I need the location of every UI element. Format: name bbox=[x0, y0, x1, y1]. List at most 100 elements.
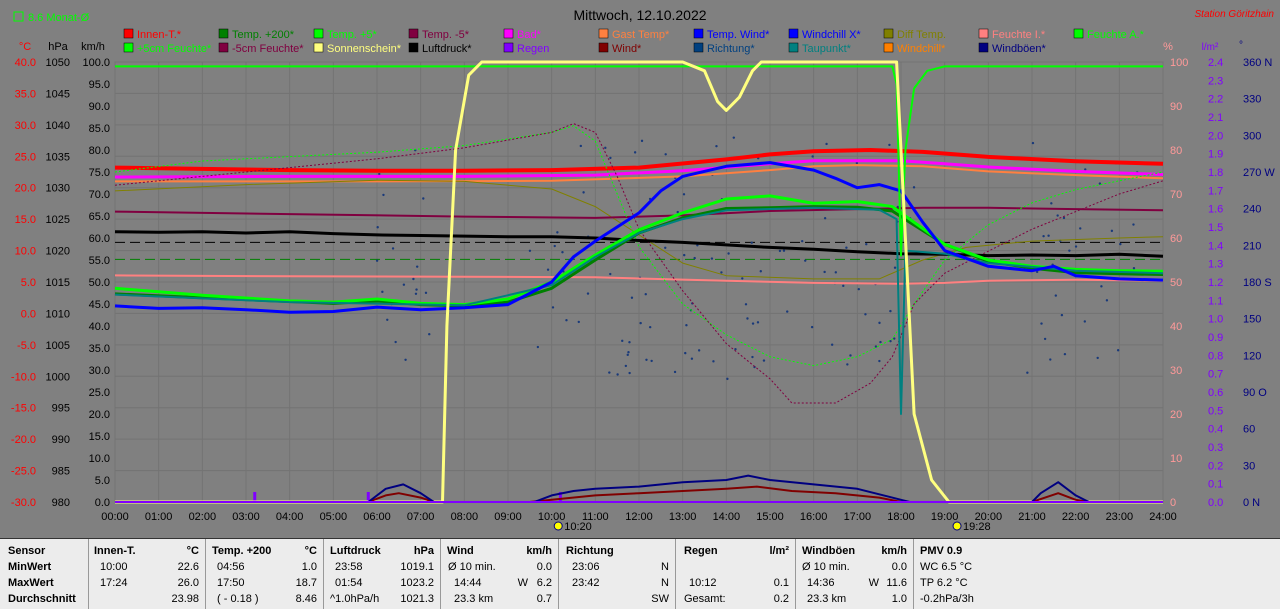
tick-kmh: 40.0 bbox=[89, 321, 110, 333]
direction-point bbox=[1068, 249, 1071, 252]
tick-rain: 2.1 bbox=[1208, 112, 1223, 124]
stats-innen-avg-val: 23.98 bbox=[171, 593, 199, 605]
direction-point bbox=[582, 191, 585, 194]
direction-point bbox=[1079, 227, 1082, 230]
tick-rain: 0.0 bbox=[1208, 497, 1223, 509]
stats-wind-avg-val: 0.7 bbox=[536, 593, 552, 605]
series-line bbox=[115, 65, 1163, 257]
direction-point bbox=[639, 321, 642, 325]
stats-row-avg: Durchschnitt bbox=[8, 593, 76, 605]
legend-swatch bbox=[313, 28, 324, 39]
direction-point bbox=[1132, 267, 1136, 270]
direction-point bbox=[878, 321, 881, 325]
tick-celsius: 25.0 bbox=[15, 151, 36, 163]
direction-point bbox=[546, 268, 550, 271]
direction-point bbox=[1042, 234, 1045, 238]
direction-point bbox=[683, 253, 686, 257]
direction-point bbox=[621, 339, 624, 343]
tick-rain: 1.6 bbox=[1208, 204, 1223, 216]
tick-kmh: 0.0 bbox=[95, 497, 110, 509]
chart-title: Mittwoch, 12.10.2022 bbox=[573, 7, 706, 23]
stats-row-max: MaxWert bbox=[8, 577, 54, 589]
tick-kmh: 70.0 bbox=[89, 189, 110, 201]
tick-x: 07:00 bbox=[407, 511, 435, 523]
stats-wind-max-dir: W bbox=[517, 577, 528, 589]
sunset-icon bbox=[952, 521, 962, 531]
direction-point bbox=[834, 271, 837, 274]
tick-x: 06:00 bbox=[363, 511, 391, 523]
tick-rain: 1.5 bbox=[1208, 222, 1223, 234]
legend-label: Temp. +5* bbox=[327, 29, 378, 41]
legend-label: Regen bbox=[517, 43, 549, 55]
stats-pmv-title: PMV 0.9 bbox=[920, 545, 963, 557]
direction-point bbox=[762, 359, 766, 362]
stats-regen-total-label: Gesamt: bbox=[684, 593, 726, 605]
direction-point bbox=[830, 343, 834, 346]
tick-x: 12:00 bbox=[625, 511, 653, 523]
stats-temp200-avg-val: 8.46 bbox=[295, 593, 317, 605]
direction-point bbox=[874, 345, 878, 348]
direction-point bbox=[1105, 299, 1109, 302]
tick-x: 18:00 bbox=[887, 511, 915, 523]
direction-point bbox=[1054, 294, 1058, 297]
direction-point bbox=[865, 243, 868, 246]
tick-direction: 210 bbox=[1243, 240, 1261, 252]
legend-swatch bbox=[693, 42, 704, 53]
tick-hpa: 1005 bbox=[46, 340, 70, 352]
tick-x: 22:00 bbox=[1062, 511, 1090, 523]
legend-swatch bbox=[123, 28, 134, 39]
direction-point bbox=[556, 231, 559, 234]
series-line bbox=[115, 485, 1163, 503]
direction-point bbox=[893, 266, 897, 269]
series-line bbox=[114, 274, 1164, 285]
legend-label: Temp. -5* bbox=[422, 29, 470, 41]
direction-point bbox=[608, 371, 611, 374]
stats-temp200-min-val: 1.0 bbox=[301, 561, 317, 573]
stats-col-richtung: Richtung 23:06 N 23:42 N SW bbox=[558, 539, 676, 609]
stats-richtung-max-val: N bbox=[661, 577, 669, 589]
direction-point bbox=[1096, 356, 1099, 360]
tick-hpa: 1025 bbox=[46, 214, 70, 226]
stats-col-wind: Wind km/h Ø 10 min. 0.0 14:44 W 6.2 23.3 km 0… bbox=[440, 539, 559, 609]
stats-col-pmv: PMV 0.9 WC 6.5 °C TP 6.2 °C -0.2hPa/3h bbox=[913, 539, 1280, 609]
tick-rain: 0.3 bbox=[1208, 442, 1223, 454]
tick-rain: 1.3 bbox=[1208, 259, 1223, 271]
direction-point bbox=[424, 291, 428, 295]
series-line bbox=[115, 474, 1163, 503]
stats-luftdruck-max-val: 1023.2 bbox=[400, 577, 434, 589]
direction-point bbox=[645, 358, 648, 362]
direction-point bbox=[536, 345, 540, 349]
tick-hpa: 990 bbox=[52, 434, 70, 446]
tick-hpa: 1035 bbox=[46, 151, 70, 163]
direction-point bbox=[1026, 371, 1029, 374]
direction-point bbox=[381, 290, 384, 294]
stats-temp200-title: Temp. +200 bbox=[212, 545, 272, 557]
direction-point bbox=[823, 217, 827, 220]
direction-point bbox=[889, 339, 892, 343]
tick-hpa: 1010 bbox=[46, 308, 70, 320]
tick-direction: 240 bbox=[1243, 204, 1261, 216]
stats-pmv-pressure-trend: -0.2hPa/3h bbox=[920, 593, 974, 605]
direction-point bbox=[376, 226, 379, 229]
direction-point bbox=[412, 277, 415, 281]
tick-x: 24:00 bbox=[1149, 511, 1177, 523]
direction-point bbox=[394, 340, 397, 344]
stats-temp200-max-val: 18.7 bbox=[295, 577, 317, 589]
tick-hpa: 985 bbox=[52, 466, 70, 478]
stats-windboeen-max-dir: W bbox=[868, 577, 879, 589]
direction-point bbox=[1116, 349, 1120, 352]
tick-rain: 1.4 bbox=[1208, 240, 1223, 252]
direction-point bbox=[715, 144, 718, 148]
direction-point bbox=[720, 271, 723, 274]
tick-kmh: 75.0 bbox=[89, 167, 110, 179]
stats-luftdruck-min-time: 23:58 bbox=[335, 561, 363, 573]
direction-point bbox=[759, 270, 762, 273]
stats-wind-unit: km/h bbox=[526, 545, 552, 557]
direction-point bbox=[726, 377, 729, 381]
legend-label: Temp. +200* bbox=[232, 29, 295, 41]
stats-windboeen-max-time: 14:36 bbox=[807, 577, 835, 589]
tick-hpa: 1020 bbox=[46, 246, 70, 258]
direction-point bbox=[727, 252, 730, 255]
direction-point bbox=[756, 321, 760, 324]
